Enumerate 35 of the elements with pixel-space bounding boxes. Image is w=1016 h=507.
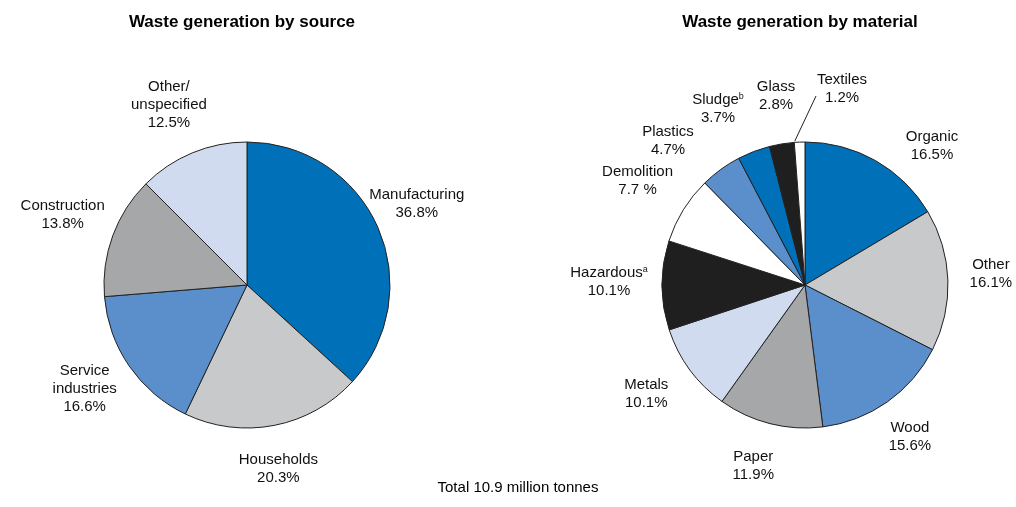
data-label: 2.8% xyxy=(758,95,794,112)
slice-label: Textiles xyxy=(816,70,868,87)
data-label: 10.1% xyxy=(624,393,668,411)
slice-label: Households xyxy=(238,449,318,467)
slice-label: Construction xyxy=(20,196,105,214)
slice-label: Service industries xyxy=(52,361,117,397)
chart-title: Waste generation by material xyxy=(681,12,919,32)
chart-title: Waste generation by source xyxy=(127,12,357,32)
slice-label: Other/ unspecified xyxy=(130,76,207,112)
data-label: 16.6% xyxy=(63,397,106,415)
slice-label: Metals xyxy=(624,375,669,393)
data-label: 3.7% xyxy=(700,108,736,125)
slice-label: Plastics xyxy=(642,122,694,139)
slice-label: Wood xyxy=(890,418,930,436)
data-label: 7.7 % xyxy=(618,179,657,197)
data-label: 13.8% xyxy=(41,214,84,232)
text: Total 10.9 million tonnes xyxy=(436,478,600,495)
slice-label: Other xyxy=(972,255,1010,273)
data-label: 10.1% xyxy=(587,280,631,298)
data-label: 36.8% xyxy=(395,203,439,221)
slice-label: Hazardous$^{a}$ xyxy=(570,262,648,280)
slice-label: Glass xyxy=(756,77,796,94)
data-label: 20.3% xyxy=(257,467,300,485)
slice-label: Paper xyxy=(733,447,774,465)
slice-label: Organic xyxy=(905,127,959,144)
data-label: 16.1% xyxy=(969,273,1013,291)
data-label: 12.5% xyxy=(147,112,191,130)
data-label: 11.9% xyxy=(732,465,774,483)
slice-label: Sludge$^{b}$ xyxy=(692,90,744,107)
slice-label: Manufacturing xyxy=(369,185,465,203)
data-label: 4.7% xyxy=(650,140,686,157)
data-label: 1.2% xyxy=(824,88,860,105)
data-label: 15.6% xyxy=(888,436,932,454)
data-label: 16.5% xyxy=(910,145,954,162)
slice-label: Demolition xyxy=(602,161,673,179)
